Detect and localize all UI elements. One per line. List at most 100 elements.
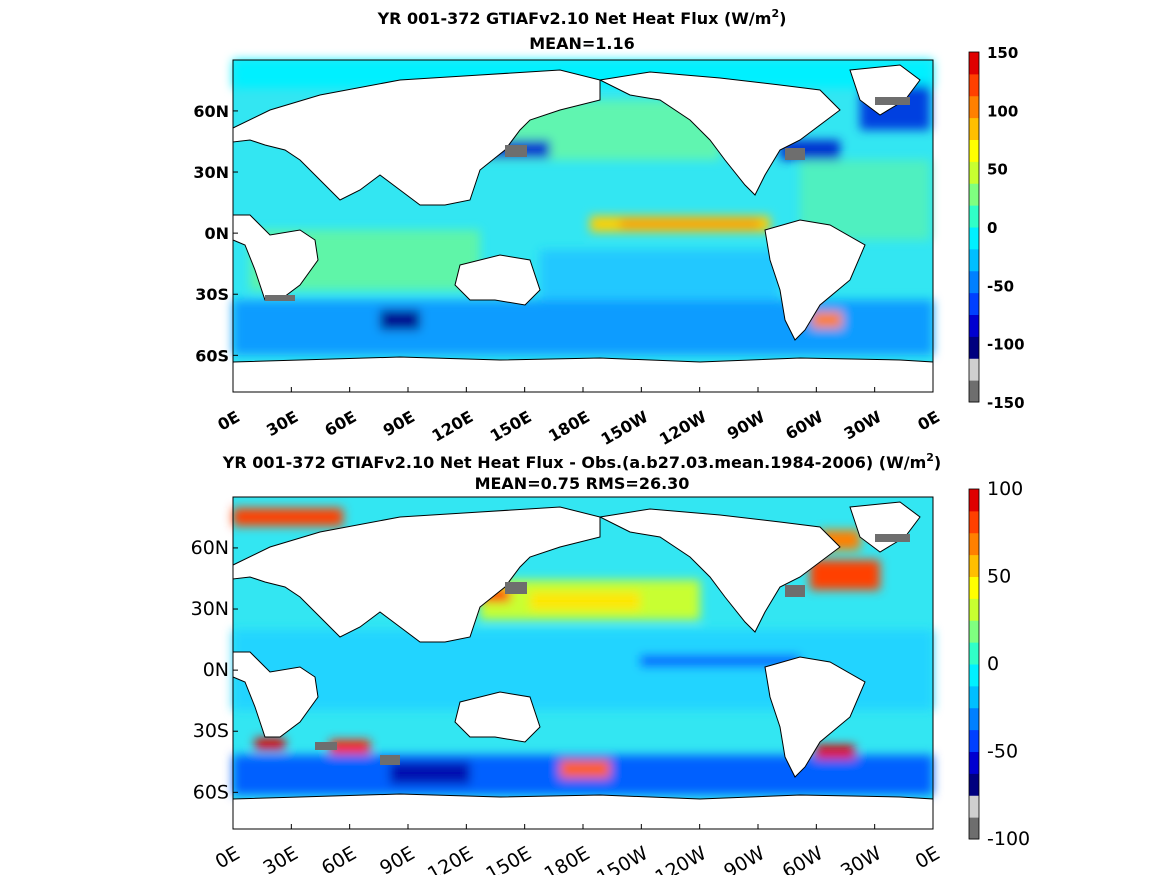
ice-patch — [785, 585, 805, 597]
x-tick-label: 0E — [914, 407, 943, 434]
colorbar-swatch — [969, 139, 979, 162]
x-tick-label: 60E — [318, 842, 360, 875]
colorbar-swatch — [969, 248, 979, 272]
chart-bottom-subtitle: MEAN=0.75 RMS=26.30 — [475, 474, 690, 493]
south-america — [764, 656, 866, 778]
y-tick-label: 30N — [193, 163, 229, 182]
continents-bottom — [232, 501, 934, 830]
colorbar-tick-label: 0 — [987, 219, 997, 237]
y-tick-label: 60S — [193, 781, 229, 803]
colorbar-swatch — [969, 95, 979, 119]
x-tick-label: 30W — [837, 842, 885, 875]
map-top — [232, 59, 934, 393]
y-tick-label: 0N — [204, 224, 229, 243]
y-tick-label: 30S — [195, 285, 229, 304]
colorbar-swatch — [969, 795, 979, 818]
x-tick-label: 90W — [724, 407, 768, 444]
nz-warm — [560, 760, 610, 778]
colorbar-swatch — [969, 642, 979, 665]
x-tick-label: 60E — [321, 407, 359, 440]
chart-top-title: YR 001-372 GTIAFv2.10 Net Heat Flux (W/m… — [377, 7, 787, 28]
flux-pattern-top — [233, 60, 933, 355]
africa — [232, 651, 319, 738]
ice-patch — [785, 148, 805, 160]
x-tick-label: 180E — [541, 842, 594, 875]
ice-patch — [265, 295, 295, 301]
colorbar-swatch — [969, 336, 979, 359]
y-tick-label: 60N — [191, 537, 229, 559]
africa — [232, 214, 319, 301]
colorbar-tick-label: 150 — [987, 44, 1018, 62]
colorbar-labels-top: 150 100 50 0 -50 -100 -150 — [987, 44, 1025, 412]
chart-top-subtitle: MEAN=1.16 — [529, 34, 635, 53]
x-tick-label: 0E — [214, 407, 243, 434]
colorbar-frame-top — [968, 51, 980, 403]
x-ticks-bottom: 0E 30E 60E 90E 120E 150E 180E 150W 120W 90W 60W 30W… — [212, 824, 944, 879]
colorbar-tick-label: -150 — [987, 394, 1025, 412]
y-tick-label: 0N — [203, 659, 229, 681]
indian-warm — [330, 740, 370, 754]
australia — [454, 254, 541, 306]
y-tick-label: 60N — [193, 102, 229, 121]
colorbar-swatch — [969, 664, 979, 687]
colorbar-swatch — [969, 576, 979, 599]
colorbar-swatch — [969, 314, 979, 337]
x-tick-label: 150W — [598, 407, 652, 449]
colorbar-tick-label: -100 — [987, 828, 1030, 850]
ice-patches-bottom — [315, 534, 910, 765]
x-tick-label: 0E — [212, 842, 244, 873]
map-bottom — [232, 496, 934, 830]
chart-top: YR 001-372 GTIAFv2.10 Net Heat Flux (W/m… — [193, 7, 1024, 449]
eurasia — [232, 69, 601, 206]
ice-patch — [505, 582, 527, 594]
southern-cool — [380, 310, 420, 330]
antarctica — [232, 793, 934, 830]
colorbar-tick-label: 100 — [987, 478, 1023, 500]
x-tick-label: 60W — [782, 407, 826, 444]
colorbar-swatch — [969, 773, 979, 796]
colorbar-swatch — [969, 620, 979, 643]
colorbar-tick-label: 50 — [987, 161, 1008, 179]
ice-patch — [380, 755, 400, 765]
colorbar-tick-label: -100 — [987, 336, 1025, 354]
colorbar-labels-bottom: 100 50 0 -50 -100 — [987, 478, 1030, 850]
colorbar-swatch — [969, 751, 979, 774]
colorbar-swatch — [969, 73, 979, 97]
x-tick-label: 150E — [487, 407, 535, 446]
colorbar-swatch — [969, 270, 979, 294]
equator-pacific-core — [620, 220, 760, 228]
atlantic-subpolar-warm — [810, 560, 880, 590]
colorbar-swatch — [969, 729, 979, 752]
colorbar-tick-label: 50 — [987, 566, 1011, 588]
x-tick-label: 120E — [424, 842, 477, 875]
x-tick-label: 120W — [656, 407, 710, 449]
x-tick-label: 60W — [779, 842, 827, 875]
x-ticks-top: 0E 30E 60E 90E 120E 150E 180E 150W 120W 90W 60W 30W… — [214, 387, 943, 449]
southern-deep-cool — [390, 762, 470, 784]
colorbar-tick-label: 100 — [987, 102, 1018, 120]
colorbar-swatch — [969, 598, 979, 621]
x-tick-label: 90E — [376, 842, 418, 875]
agulhas-warm — [255, 738, 285, 750]
eurasia — [232, 506, 601, 643]
colorbar-swatch — [969, 380, 979, 403]
colorbar-swatch — [969, 685, 979, 709]
colorbar-swatch — [969, 52, 979, 75]
colorbar-swatches-top — [969, 52, 979, 403]
australia — [454, 691, 541, 743]
x-tick-label: 150E — [482, 842, 535, 875]
north-america — [598, 508, 841, 633]
y-ticks-bottom: 60N 30N 0N 30S 60S — [191, 537, 238, 803]
colorbar-swatch — [969, 183, 979, 206]
north-pacific-yellow — [530, 592, 640, 610]
ice-patch — [315, 742, 337, 750]
arctic-warm — [233, 508, 343, 526]
antarctica — [232, 356, 934, 393]
argentine-warm — [812, 312, 842, 328]
north-america — [598, 71, 841, 196]
south-america — [764, 219, 866, 341]
argentine-warm — [815, 745, 855, 759]
x-tick-label: 90E — [380, 407, 418, 440]
colorbar-bottom: 100 50 0 -50 -100 — [968, 478, 1030, 850]
